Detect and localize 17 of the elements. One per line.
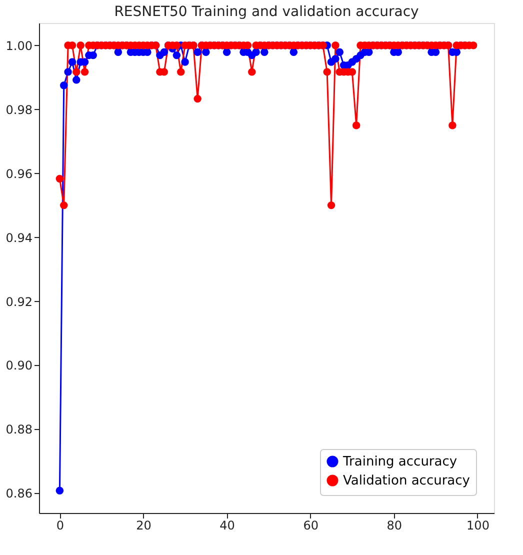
y-tick-label: 0.96 bbox=[6, 166, 32, 181]
x-tick-label: 20 bbox=[136, 518, 152, 532]
x-tick-label: 40 bbox=[220, 518, 235, 532]
y-tick-label: 1.00 bbox=[6, 38, 32, 53]
legend-label: Validation accuracy bbox=[343, 474, 470, 488]
y-tick-label: 0.98 bbox=[6, 102, 32, 117]
y-tick-label: 0.86 bbox=[6, 486, 32, 501]
x-tick-label: 80 bbox=[386, 518, 402, 532]
x-tick-label: 60 bbox=[303, 518, 319, 532]
y-tick-label: 0.88 bbox=[6, 422, 32, 437]
legend-label: Training accuracy bbox=[342, 454, 458, 470]
y-tick-label: 0.90 bbox=[6, 358, 32, 373]
chart-title: RESNET50 Training and validation accuracy bbox=[114, 4, 419, 20]
x-tick-label: 100 bbox=[466, 518, 490, 532]
y-tick-label: 0.92 bbox=[6, 294, 32, 309]
y-tick-label: 0.94 bbox=[6, 230, 32, 245]
x-tick-label: 0 bbox=[56, 518, 64, 532]
